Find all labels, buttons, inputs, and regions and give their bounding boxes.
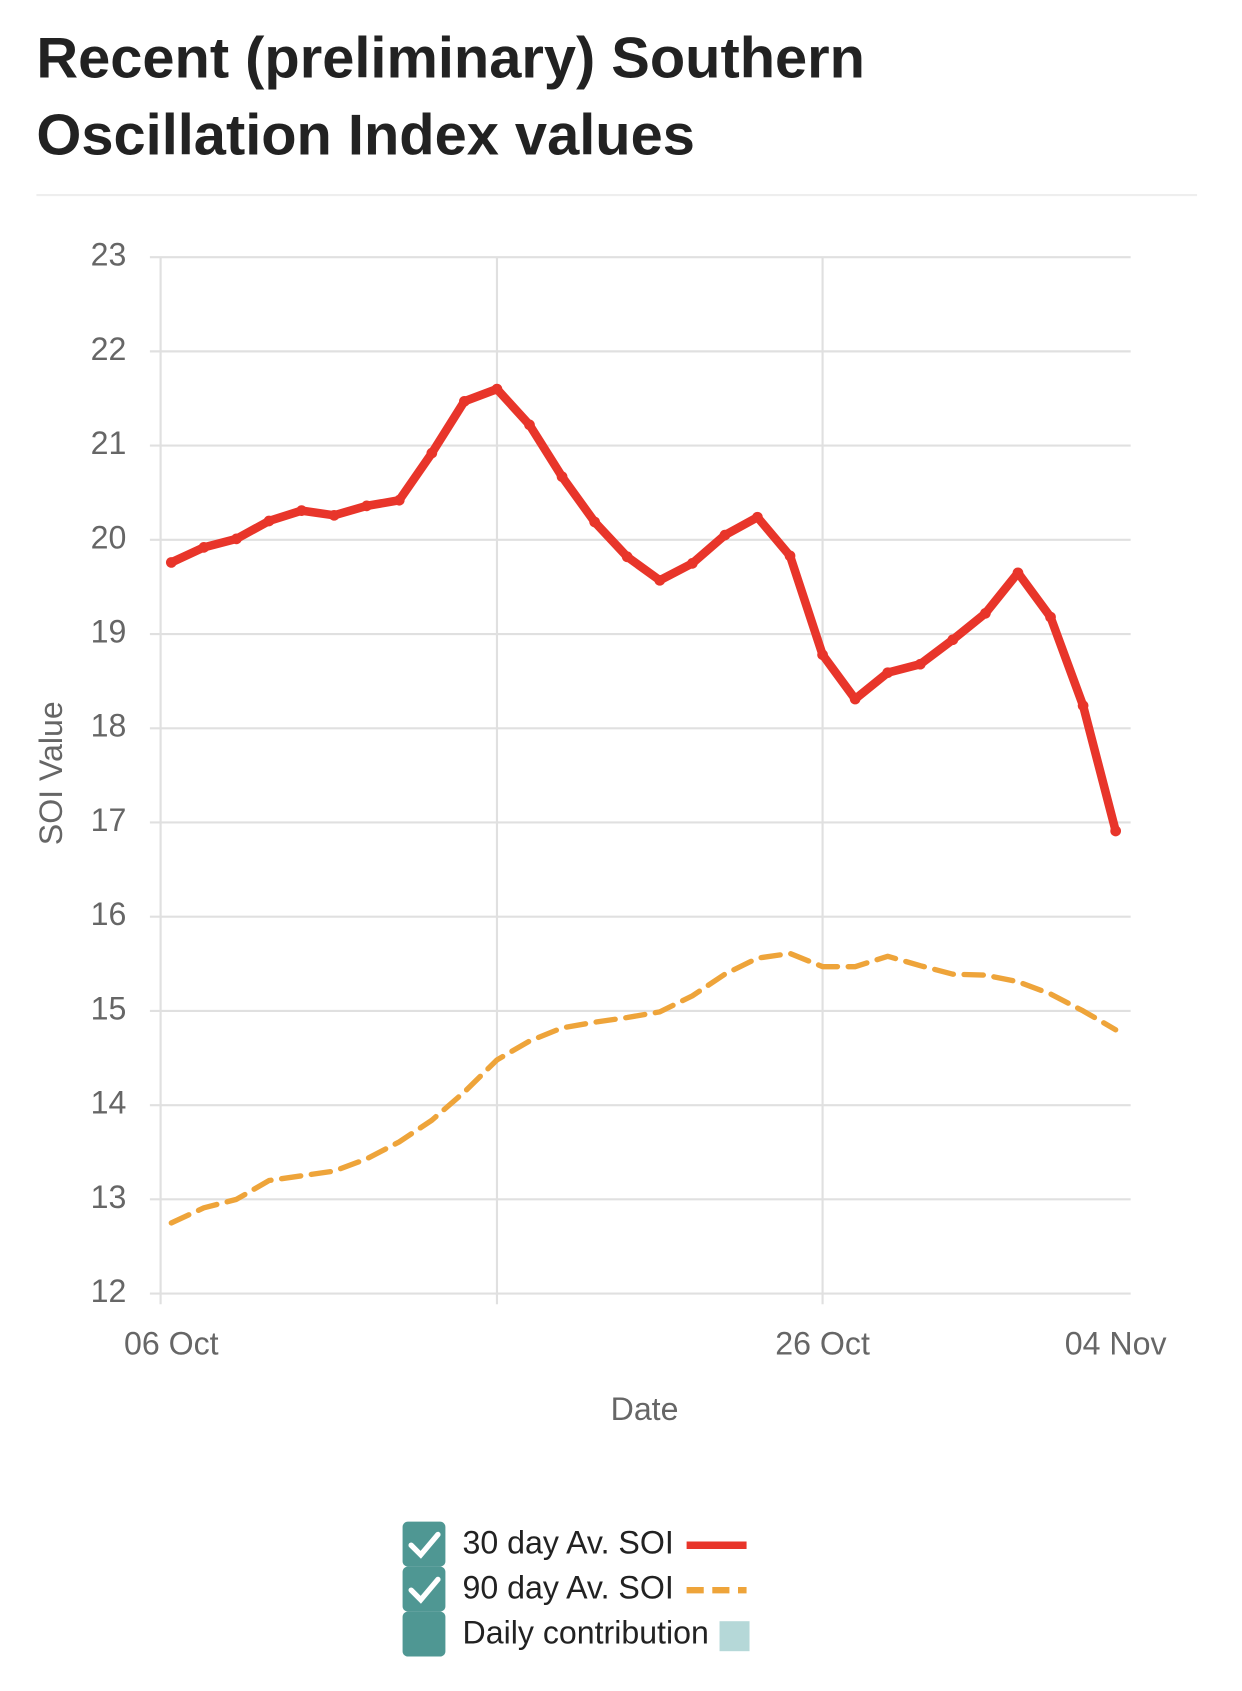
y-tick-label: 14 xyxy=(91,1085,127,1121)
point xyxy=(556,471,568,483)
x-tick-label: 06 Oct xyxy=(124,1326,219,1362)
point xyxy=(817,649,828,661)
point xyxy=(1012,567,1024,579)
point xyxy=(914,658,926,670)
y-tick-label: 19 xyxy=(91,614,127,650)
point xyxy=(296,505,307,516)
point xyxy=(426,447,438,459)
point xyxy=(1045,611,1056,623)
legend-swatch xyxy=(719,1621,750,1652)
point xyxy=(459,395,470,407)
point xyxy=(849,693,861,705)
point xyxy=(393,494,405,506)
point xyxy=(654,574,666,586)
x-axis-label: Date xyxy=(611,1391,679,1427)
point xyxy=(231,533,242,545)
x-tick-label: 26 Oct xyxy=(775,1326,870,1362)
y-tick-label: 20 xyxy=(91,519,127,555)
checkmark xyxy=(408,1576,441,1604)
x-tick-label: 04 Nov xyxy=(1065,1326,1167,1362)
point xyxy=(882,667,894,679)
legend-label: Daily contribution xyxy=(463,1615,709,1651)
y-tick-label: 17 xyxy=(91,802,127,838)
point xyxy=(361,500,373,512)
point xyxy=(589,516,600,528)
point xyxy=(621,551,633,563)
legend-label: 30 day Av. SOI xyxy=(463,1525,674,1561)
checkmark xyxy=(408,1531,441,1559)
legend-checkbox xyxy=(402,1566,446,1612)
chart-title: Oscillation Index values xyxy=(36,103,694,167)
legend-checkbox xyxy=(402,1611,446,1657)
series-line xyxy=(168,950,1119,1226)
y-tick-label: 12 xyxy=(91,1273,127,1309)
y-tick-label: 13 xyxy=(91,1179,127,1215)
point xyxy=(719,529,731,541)
point xyxy=(1077,700,1089,711)
point xyxy=(328,509,340,521)
legend-checkbox xyxy=(402,1521,446,1567)
y-axis-label: SOI Value xyxy=(33,701,69,845)
y-tick-label: 18 xyxy=(91,708,127,744)
y-tick-label: 16 xyxy=(91,896,127,932)
legend-label: 90 day Av. SOI xyxy=(463,1570,674,1606)
point xyxy=(686,558,698,569)
point xyxy=(1110,825,1122,837)
series-line xyxy=(167,384,1120,836)
point xyxy=(752,511,763,523)
point xyxy=(263,515,275,527)
y-tick-label: 23 xyxy=(91,237,127,273)
point xyxy=(165,557,177,568)
chart-title: Recent (preliminary) Southern xyxy=(36,26,865,90)
y-tick-label: 15 xyxy=(91,990,127,1026)
point xyxy=(980,607,991,619)
point xyxy=(198,542,210,553)
y-tick-label: 21 xyxy=(91,425,127,461)
point xyxy=(784,550,796,562)
y-tick-label: 22 xyxy=(91,331,127,367)
point xyxy=(947,634,959,646)
point xyxy=(491,383,503,395)
point xyxy=(524,419,535,431)
